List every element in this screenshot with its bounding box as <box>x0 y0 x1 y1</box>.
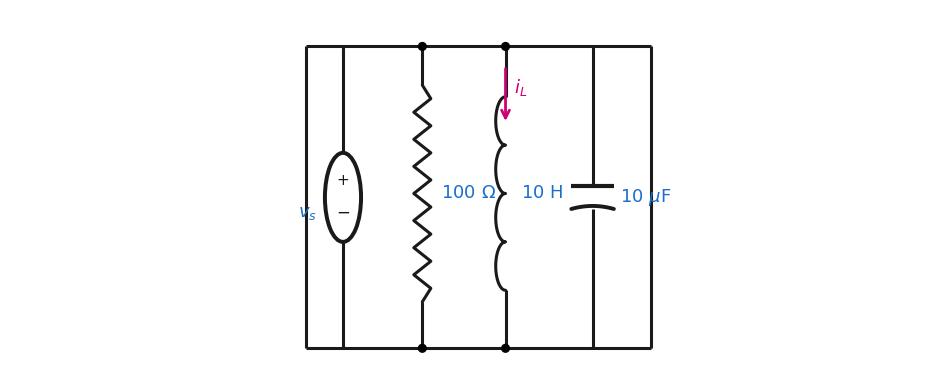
Circle shape <box>418 43 426 50</box>
Text: −: − <box>336 204 349 222</box>
Circle shape <box>501 344 509 352</box>
Circle shape <box>418 344 426 352</box>
Text: +: + <box>336 173 349 188</box>
Circle shape <box>501 43 509 50</box>
Text: $100\ \Omega$: $100\ \Omega$ <box>441 185 496 202</box>
Text: $i_L$: $i_L$ <box>513 77 526 98</box>
Text: $10\ \mu\mathrm{F}$: $10\ \mu\mathrm{F}$ <box>619 187 670 208</box>
Text: $v_s$: $v_s$ <box>298 204 317 222</box>
Text: $10\ \mathrm{H}$: $10\ \mathrm{H}$ <box>521 185 563 202</box>
